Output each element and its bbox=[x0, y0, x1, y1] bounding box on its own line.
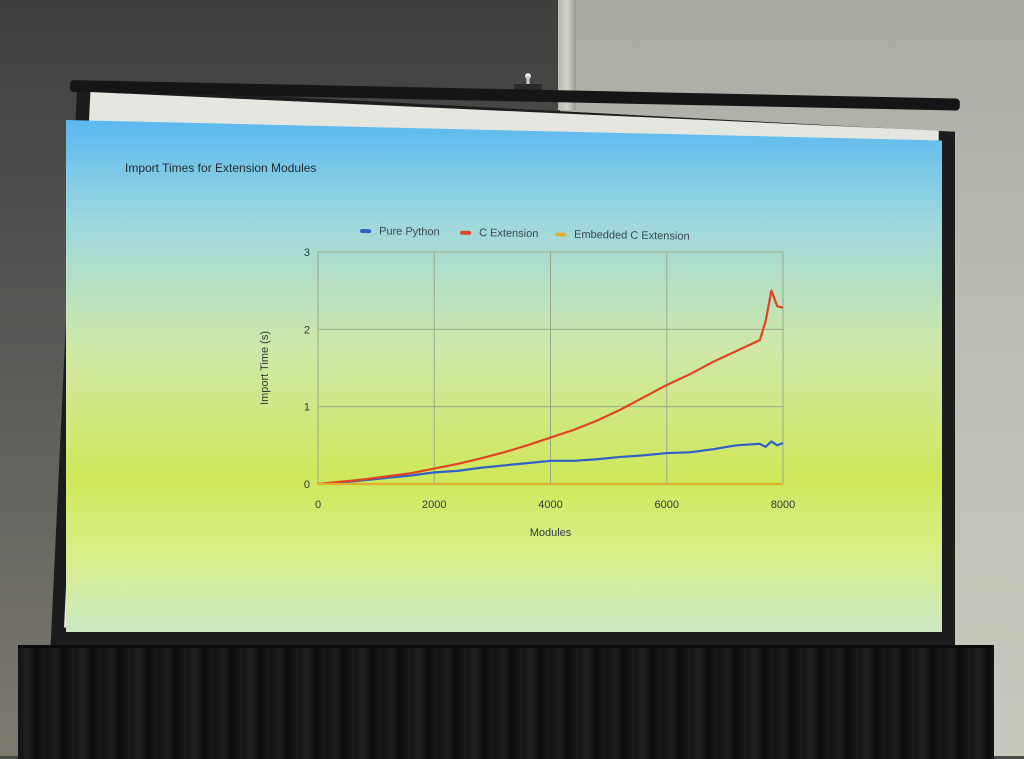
presentation-slide bbox=[66, 120, 942, 632]
y-tick-label-3: 3 bbox=[304, 247, 310, 259]
x-tick-label-4: 8000 bbox=[771, 499, 795, 511]
slide-title: Import Times for Extension Modules bbox=[125, 161, 317, 175]
x-tick-label-2: 4000 bbox=[538, 499, 562, 511]
x-tick-label-1: 2000 bbox=[422, 499, 446, 511]
legend-swatch-pure-python bbox=[360, 229, 372, 234]
legend-swatch-c-extension bbox=[460, 230, 472, 235]
x-tick-label-3: 6000 bbox=[655, 499, 679, 511]
legend-label-pure-python: Pure Python bbox=[378, 225, 440, 239]
y-axis-label: Import Time (s) bbox=[259, 331, 271, 405]
line-chart: 0 1 2 3 0 2000 4000 6000 8000 Modules Import Time … bbox=[259, 247, 795, 539]
y-tick-label-1: 1 bbox=[304, 402, 310, 414]
y-tick-label-0: 0 bbox=[304, 479, 310, 491]
series-line-c-extension bbox=[317, 289, 784, 486]
x-axis-label: Modules bbox=[530, 527, 572, 539]
legend-item-pure-python: Pure Python bbox=[360, 225, 440, 238]
wall-seam bbox=[558, 0, 576, 110]
series-line-pure-python bbox=[317, 440, 784, 486]
y-tick-label-2: 2 bbox=[304, 324, 310, 336]
table-skirt bbox=[18, 645, 994, 759]
legend-swatch-embedded-c-extension bbox=[555, 232, 567, 237]
x-tick-label-0: 0 bbox=[315, 499, 321, 511]
